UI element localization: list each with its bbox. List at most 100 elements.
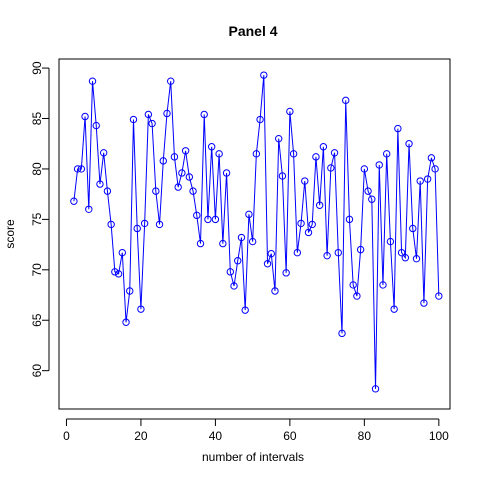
data-point [163, 109, 171, 118]
data-point [155, 220, 164, 229]
data-point [215, 150, 223, 158]
data-point [140, 219, 149, 228]
data-point [88, 77, 97, 85]
data-point [301, 177, 309, 185]
data-point [193, 211, 201, 220]
data-point [319, 143, 328, 151]
data-point [85, 205, 93, 213]
y-axis: 60 65 70 75 80 85 90 [30, 61, 50, 378]
data-point [237, 233, 246, 242]
data-point [312, 153, 320, 161]
data-point [286, 107, 294, 116]
data-point [431, 165, 439, 173]
y-tick-label: 60 [30, 364, 44, 378]
data-point [405, 140, 413, 148]
data-point [423, 175, 432, 183]
x-tick-label: 0 [63, 429, 70, 443]
data-point [342, 96, 350, 105]
data-point [278, 172, 287, 180]
data-point [248, 237, 257, 246]
data-point [323, 251, 331, 260]
data-point [267, 249, 275, 258]
data-point [148, 119, 156, 128]
data-point [189, 187, 197, 195]
series-points [70, 71, 443, 393]
x-tick-label: 80 [358, 429, 372, 443]
y-tick-label: 90 [30, 61, 44, 75]
data-point [360, 165, 369, 173]
data-point [167, 77, 175, 85]
data-point [174, 183, 182, 191]
data-point [394, 124, 402, 133]
series-line [73, 75, 440, 389]
data-point [178, 169, 186, 177]
y-tick-label: 75 [30, 212, 44, 226]
data-point [99, 149, 108, 157]
data-point [397, 248, 406, 257]
data-point [144, 110, 153, 119]
data-point [368, 195, 376, 203]
data-point [92, 121, 100, 130]
x-tick-label: 20 [134, 429, 148, 443]
data-point [371, 385, 380, 393]
data-point [185, 173, 194, 181]
data-point [252, 150, 261, 158]
data-point [73, 165, 82, 173]
data-point [200, 110, 208, 119]
data-point [245, 210, 253, 219]
data-point [412, 255, 421, 263]
y-tick-label: 65 [30, 313, 44, 327]
data-point [401, 254, 410, 262]
data-point [315, 201, 324, 209]
data-point [364, 187, 372, 195]
data-point [126, 287, 134, 295]
data-point [345, 215, 354, 224]
data-point [170, 153, 179, 161]
data-point [103, 187, 112, 195]
data-point [211, 215, 220, 224]
data-point [382, 150, 391, 158]
x-axis: 0 20 40 60 80 100 [63, 418, 449, 443]
data-point [129, 115, 138, 124]
data-point [114, 270, 123, 278]
data-point [304, 228, 313, 237]
data-point [275, 134, 283, 143]
data-point [271, 287, 279, 295]
data-point [111, 268, 119, 276]
data-point [263, 260, 272, 268]
data-point [379, 281, 387, 289]
data-point [230, 282, 238, 290]
data-point [375, 161, 383, 169]
data-point [181, 147, 190, 155]
data-point [282, 269, 290, 277]
chart-title: Panel 4 [228, 23, 277, 39]
data-point [256, 115, 264, 124]
data-point [435, 292, 443, 300]
data-point [222, 169, 231, 177]
data-point [293, 248, 302, 257]
data-point [204, 215, 212, 224]
data-point [81, 112, 89, 121]
data-point [409, 224, 417, 233]
data-point [390, 305, 398, 313]
data-point [297, 219, 305, 228]
data-point [118, 248, 127, 257]
x-tick-label: 100 [429, 429, 449, 443]
data-point [427, 154, 436, 162]
data-point [70, 197, 78, 205]
data-point [338, 329, 346, 338]
plot-frame [58, 58, 451, 410]
data-point [122, 318, 130, 326]
data-point [107, 220, 115, 229]
data-point [289, 150, 298, 158]
data-point [226, 268, 234, 276]
y-axis-label: score [3, 219, 17, 249]
data-point [137, 305, 145, 313]
data-point [219, 239, 227, 248]
y-tick-label: 85 [30, 112, 44, 126]
data-point [356, 245, 365, 254]
data-point [334, 248, 342, 257]
data-point [330, 149, 339, 157]
data-point [416, 177, 424, 185]
